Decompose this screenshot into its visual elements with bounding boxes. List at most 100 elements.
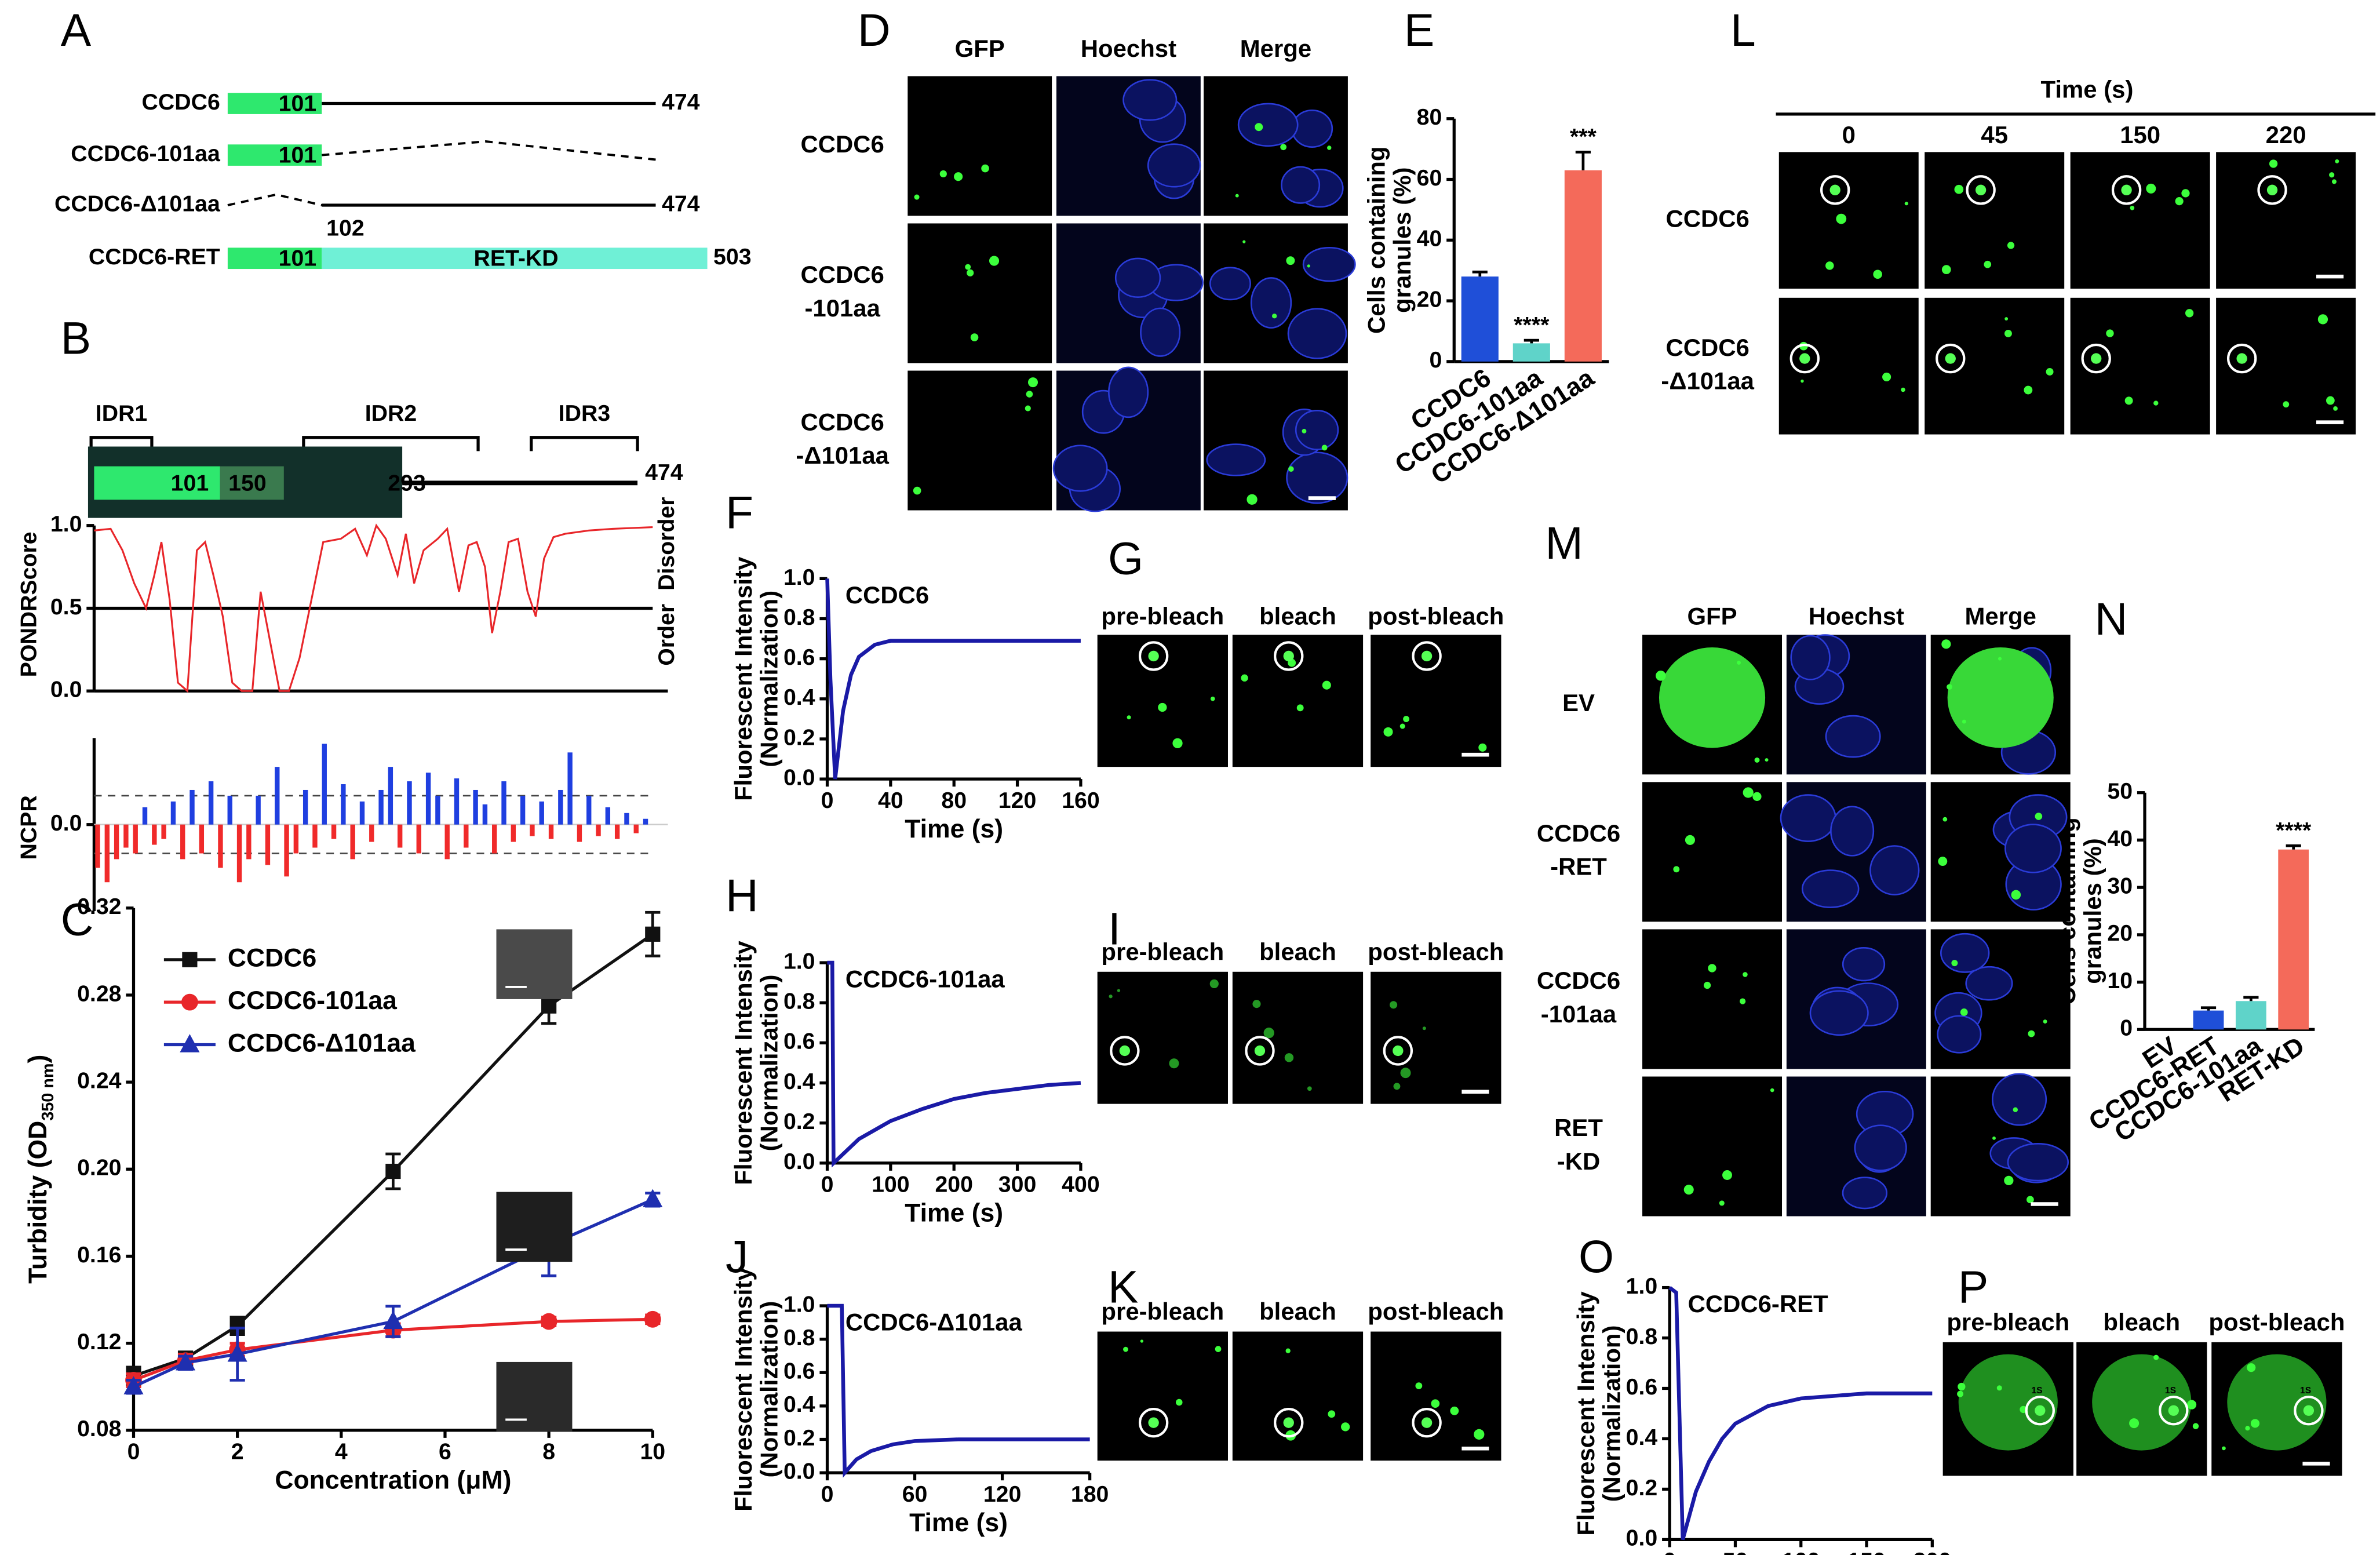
domain-box (94, 466, 220, 500)
panel-letter: I (1108, 903, 1121, 954)
granule (1252, 1000, 1261, 1008)
granule (1954, 184, 1964, 194)
x-tick-label: 200 (935, 1171, 973, 1197)
granule (1656, 671, 1666, 681)
granule (2326, 396, 2335, 405)
row-label: -Δ101aa (1661, 367, 1754, 395)
bar (1461, 276, 1499, 362)
granule (1400, 1068, 1411, 1079)
nucleus (1830, 806, 1875, 857)
granule (1172, 738, 1183, 748)
row-label: -101aa (804, 294, 880, 322)
y-tick-label: 0.0 (1626, 1525, 1658, 1551)
micrograph (1925, 297, 2065, 435)
nucleus (1302, 246, 1356, 282)
column-header: pre-bleach (1101, 603, 1224, 630)
bar (331, 824, 337, 839)
nucleus (1206, 443, 1266, 476)
granule (1403, 716, 1410, 723)
granule (2035, 813, 2043, 820)
granule (1158, 702, 1167, 712)
y-tick-label: 0.0 (783, 1458, 815, 1484)
domain-box (227, 144, 322, 166)
granule (1302, 428, 1307, 434)
granule (1119, 1045, 1131, 1057)
granule (2004, 317, 2009, 321)
granule (1754, 758, 1760, 763)
granule (1127, 715, 1131, 720)
micrograph (1232, 1331, 1364, 1461)
row-label: -101aa (1541, 1000, 1617, 1028)
panel-letter: K (1108, 1262, 1138, 1313)
y-axis-label-part: ) (24, 1055, 52, 1064)
x-tick-label: 300 (998, 1171, 1037, 1197)
nucleus (1940, 933, 1990, 973)
error-bar (1524, 338, 1539, 344)
granule (2146, 183, 2156, 194)
nucleus (1854, 1124, 1907, 1171)
column-header: bleach (1259, 938, 1336, 965)
bar (265, 824, 271, 865)
granule (2236, 353, 2247, 364)
row-label: CCDC6 (1537, 820, 1620, 847)
bar (596, 824, 601, 836)
x-tick-label: 0 (821, 1171, 834, 1197)
granule (1945, 353, 1956, 364)
bar (350, 824, 355, 860)
marker (540, 1313, 557, 1330)
y-tick-label: 0.6 (783, 644, 815, 670)
granule (2303, 1405, 2315, 1416)
granule (1740, 998, 1746, 1004)
y-tick-label: 10 (2107, 968, 2133, 993)
time-header: Time (s) (2041, 76, 2134, 103)
gfp-cell (2227, 1354, 2327, 1451)
granule (1321, 445, 1328, 451)
y-tick-label: 40 (2107, 826, 2133, 851)
column-header: Merge (1964, 603, 2036, 630)
granule (1027, 377, 1038, 388)
granule (2004, 330, 2012, 337)
roi-label: 1S (1418, 1398, 1429, 1408)
granule (2317, 314, 2328, 325)
column-header: GFP (1687, 603, 1737, 630)
x-tick-label: 0 (127, 1439, 140, 1464)
granule (1941, 639, 1951, 649)
granule (2187, 1400, 2197, 1410)
granule (1241, 674, 1248, 682)
y-axis-label: (Normalization) (756, 591, 783, 767)
y-tick-label: 0.08 (77, 1416, 121, 1441)
column-header: GFP (955, 35, 1005, 62)
nucleus (1842, 946, 1886, 982)
x-tick-label: 100 (872, 1171, 910, 1197)
granule (2283, 401, 2290, 408)
bar (416, 824, 421, 854)
micrograph (1232, 971, 1364, 1104)
panel-letter: F (726, 487, 753, 538)
granule (2011, 890, 2021, 900)
data-line (827, 1303, 1090, 1478)
granule (1390, 1001, 1398, 1009)
bar (464, 824, 469, 848)
bar (511, 824, 516, 842)
idr-bracket (530, 436, 639, 451)
roi-label: 1S (2165, 1386, 2176, 1396)
column-header: pre-bleach (1101, 1298, 1224, 1325)
bar (322, 744, 327, 825)
x-tick-label: 120 (998, 788, 1037, 813)
bleach-roi (2159, 1396, 2189, 1426)
y-tick-label: 0.4 (783, 1069, 815, 1094)
gfp-cell (1659, 647, 1766, 748)
granule (2331, 179, 2337, 184)
y-tick-label: 0.0 (50, 677, 82, 702)
x-tick-label: 0 (821, 1481, 834, 1507)
domain-label: 101 (279, 143, 317, 168)
column-header: Merge (1240, 35, 1311, 62)
y-tick-label: 0.0 (783, 764, 815, 790)
bar (189, 789, 195, 825)
x-tick-label: 100 (1782, 1548, 1820, 1555)
granule (2024, 385, 2033, 395)
marker (645, 926, 661, 942)
granule (981, 164, 989, 173)
chart-title: CCDC6-Δ101aa (845, 1308, 1023, 1335)
column-header: 220 (2266, 121, 2306, 148)
